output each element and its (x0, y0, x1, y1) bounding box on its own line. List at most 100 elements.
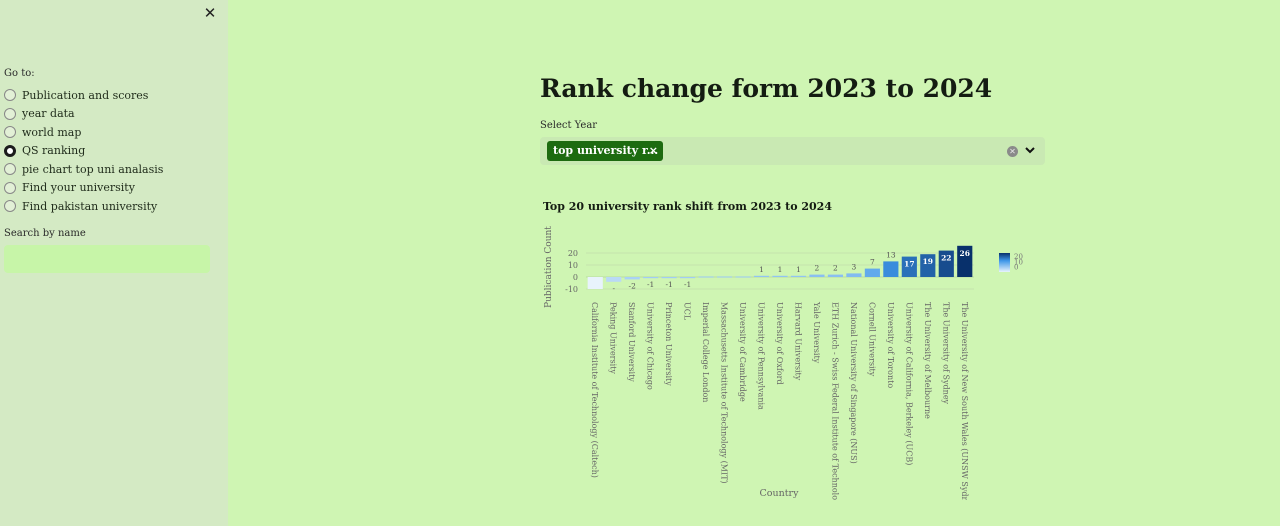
x-tick-label: ETH Zurich - Swiss Federal Institute of … (830, 302, 839, 500)
bar (901, 256, 917, 277)
radio-button[interactable] (4, 89, 16, 102)
clear-icon[interactable]: ✕ (1007, 146, 1018, 157)
select-year-label: Select Year (540, 120, 598, 131)
bar-data-label: 2 (815, 264, 820, 273)
bar-data-label: 22 (941, 254, 951, 263)
nav-item-world-map[interactable]: world map (4, 123, 224, 142)
bar (587, 277, 603, 289)
close-icon: ✕ (203, 4, 217, 22)
bar-data-label: -2 (629, 281, 637, 290)
bar (643, 277, 659, 279)
x-tick-label: Peking University (609, 302, 618, 374)
bar (809, 274, 825, 277)
nav-item-find-your-university[interactable]: Find your university (4, 179, 224, 198)
colorbar-tick-label: 0 (1014, 264, 1018, 272)
radio-button[interactable] (4, 181, 16, 194)
x-tick-label: Massachusetts Institute of Technology (M… (720, 302, 729, 484)
bar-data-label: - (612, 284, 615, 293)
nav-item-qs-ranking[interactable]: QS ranking (4, 142, 224, 161)
search-input[interactable] (4, 245, 210, 273)
bar-data-label: 3 (852, 262, 857, 271)
sidebar: ✕ Go to: Publication and scores year data… (0, 0, 228, 526)
x-tick-label: The University of New South Wales (UNSW … (960, 302, 969, 500)
x-tick-label: University of California, Berkeley (UCB) (904, 302, 913, 465)
y-tick-label: -10 (565, 285, 578, 294)
nav-item-label: world map (22, 125, 82, 139)
bar-data-label: -1 (647, 280, 654, 289)
nav-item-label: QS ranking (22, 144, 86, 158)
search-label: Search by name (4, 228, 86, 239)
bar-data-label: 7 (870, 258, 875, 267)
chip-remove-icon[interactable]: × (648, 144, 658, 157)
bar (716, 276, 733, 278)
bar-data-label: 13 (886, 250, 896, 259)
page-title: Rank change form 2023 to 2024 (540, 74, 993, 103)
selected-chip-label: top university r... (553, 144, 659, 157)
colorbar (999, 253, 1010, 272)
bar-data-label: 2 (833, 264, 838, 273)
radio-button[interactable] (4, 144, 16, 157)
x-axis-title: Country (760, 488, 800, 499)
nav-item-pie-chart-top-uni-analasis[interactable]: pie chart top uni analasis (4, 160, 224, 179)
x-tick-label: University of Chicago (646, 302, 655, 390)
nav-item-label: Publication and scores (22, 88, 149, 102)
close-sidebar-button[interactable]: ✕ (203, 5, 217, 21)
bar (790, 275, 807, 277)
bar (846, 273, 862, 277)
y-tick-label: 20 (568, 249, 578, 258)
chevron-down-icon[interactable] (1024, 143, 1036, 157)
x-tick-label: University of Cambridge (738, 302, 747, 402)
x-tick-label: Harvard University (793, 302, 802, 381)
nav-item-publication-and-scores[interactable]: Publication and scores (4, 86, 224, 105)
x-tick-label: Imperial College London (701, 302, 710, 402)
year-multiselect[interactable]: top university r... × ✕ (540, 137, 1045, 165)
x-tick-label: Cornell University (867, 302, 876, 377)
y-tick-label: 10 (568, 261, 578, 270)
x-tick-label: The University of Sydney (941, 302, 950, 405)
radio-button[interactable] (4, 163, 16, 176)
bar-data-label: 17 (904, 260, 914, 269)
goto-label: Go to: (4, 68, 35, 79)
x-tick-label: National University of Singapore (NUS) (849, 302, 858, 464)
bar-data-label: -1 (684, 280, 691, 289)
x-tick-label: The University of Melbourne (923, 302, 932, 419)
radio-button[interactable] (4, 126, 16, 139)
bar (661, 277, 677, 279)
x-tick-label: UCL (683, 302, 692, 321)
bar (772, 275, 788, 277)
x-tick-label: California Institute of Technology (Calt… (590, 302, 599, 478)
bar (957, 245, 973, 277)
nav-item-year-data[interactable]: year data (4, 105, 224, 124)
x-tick-label: Stanford University (627, 302, 636, 382)
nav-item-label: Find your university (22, 181, 135, 195)
bar-data-label: 1 (759, 265, 764, 274)
radio-button[interactable] (4, 107, 16, 120)
bar (827, 274, 844, 277)
bar-data-label: 19 (923, 257, 933, 266)
x-tick-label: University of Oxford (775, 302, 784, 385)
bar (938, 250, 954, 277)
bar (698, 276, 714, 278)
nav-item-label: year data (22, 107, 75, 121)
bar (864, 268, 880, 277)
selected-chip: top university r... × (547, 141, 663, 161)
nav-item-label: Find pakistan university (22, 199, 158, 213)
bar-data-label: 1 (796, 265, 801, 274)
bar (883, 261, 899, 277)
radio-button[interactable] (4, 200, 16, 213)
bar (624, 277, 640, 280)
bar (680, 277, 696, 279)
bar-data-label: 26 (960, 249, 970, 258)
x-tick-label: University of Toronto (886, 302, 895, 388)
bar-data-label: -1 (665, 280, 672, 289)
bar-data-label: 1 (778, 265, 783, 274)
y-tick-label: 0 (573, 273, 578, 282)
x-tick-label: Yale University (812, 301, 821, 364)
chart-title: Top 20 university rank shift from 2023 t… (543, 200, 832, 213)
nav-item-find-pakistan-university[interactable]: Find pakistan university (4, 197, 224, 216)
nav-item-label: pie chart top uni analasis (22, 162, 164, 176)
bar (606, 277, 622, 282)
colorbar-tick-label: 10 (1014, 258, 1023, 266)
bar (753, 275, 770, 277)
